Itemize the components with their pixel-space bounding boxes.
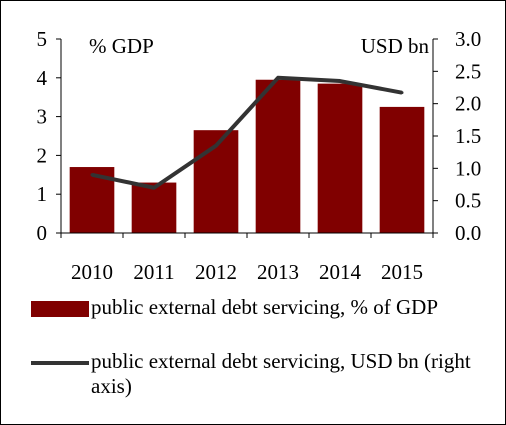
x-tick-label-2012: 2012 — [195, 260, 237, 284]
line-series-usd-bn — [91, 75, 403, 190]
left-tick-label: 1 — [37, 182, 48, 206]
left-tick-label: 4 — [37, 66, 48, 90]
right-tick-label: 0.0 — [455, 221, 481, 245]
right-tick-label: 1.5 — [455, 124, 481, 148]
left-tick-label: 0 — [37, 221, 48, 245]
x-tick-label-2015: 2015 — [381, 260, 423, 284]
right-tick-label: 1.0 — [455, 156, 481, 180]
x-tick-label-2014: 2014 — [319, 260, 362, 284]
x-tick-label-2010: 2010 — [71, 260, 113, 284]
bar-2015 — [379, 106, 425, 233]
right-tick-label: 2.0 — [455, 92, 481, 116]
legend-label-line-series: public external debt servicing, USD bn (… — [91, 349, 471, 398]
line-point-2014 — [338, 79, 342, 83]
left-tick-label: 5 — [37, 27, 48, 51]
left-tick-label: 3 — [37, 105, 48, 129]
chart-plot: 0 1 2 3 4 5 0.0 0.5 1.0 1.5 2.0 2.5 3.0 2010 2011 2012 2… — [37, 27, 482, 284]
right-tick-label: 0.5 — [455, 189, 481, 213]
bar-2011 — [131, 182, 177, 233]
line-point-2013 — [276, 76, 280, 80]
x-tick-label-2011: 2011 — [133, 260, 174, 284]
bar-2013 — [255, 79, 301, 234]
legend-swatch-line — [31, 361, 89, 365]
chart-legend: public external debt servicing, % of GDP… — [31, 295, 505, 425]
line-point-2015 — [400, 91, 404, 95]
legend-swatch-bar — [31, 301, 89, 317]
left-axis-label: % GDP — [89, 34, 154, 58]
right-tick-label: 2.5 — [455, 59, 481, 83]
line-point-2011 — [152, 186, 156, 190]
line-point-2010 — [90, 173, 94, 177]
right-axis-label: USD bn — [361, 34, 430, 58]
x-tick-label-2013: 2013 — [257, 260, 299, 284]
bar-2014 — [317, 83, 363, 234]
right-tick-label: 3.0 — [455, 27, 481, 51]
line-point-2012 — [214, 144, 218, 148]
legend-label-bar-series: public external debt servicing, % of GDP — [91, 295, 438, 319]
left-tick-label: 2 — [37, 143, 48, 167]
